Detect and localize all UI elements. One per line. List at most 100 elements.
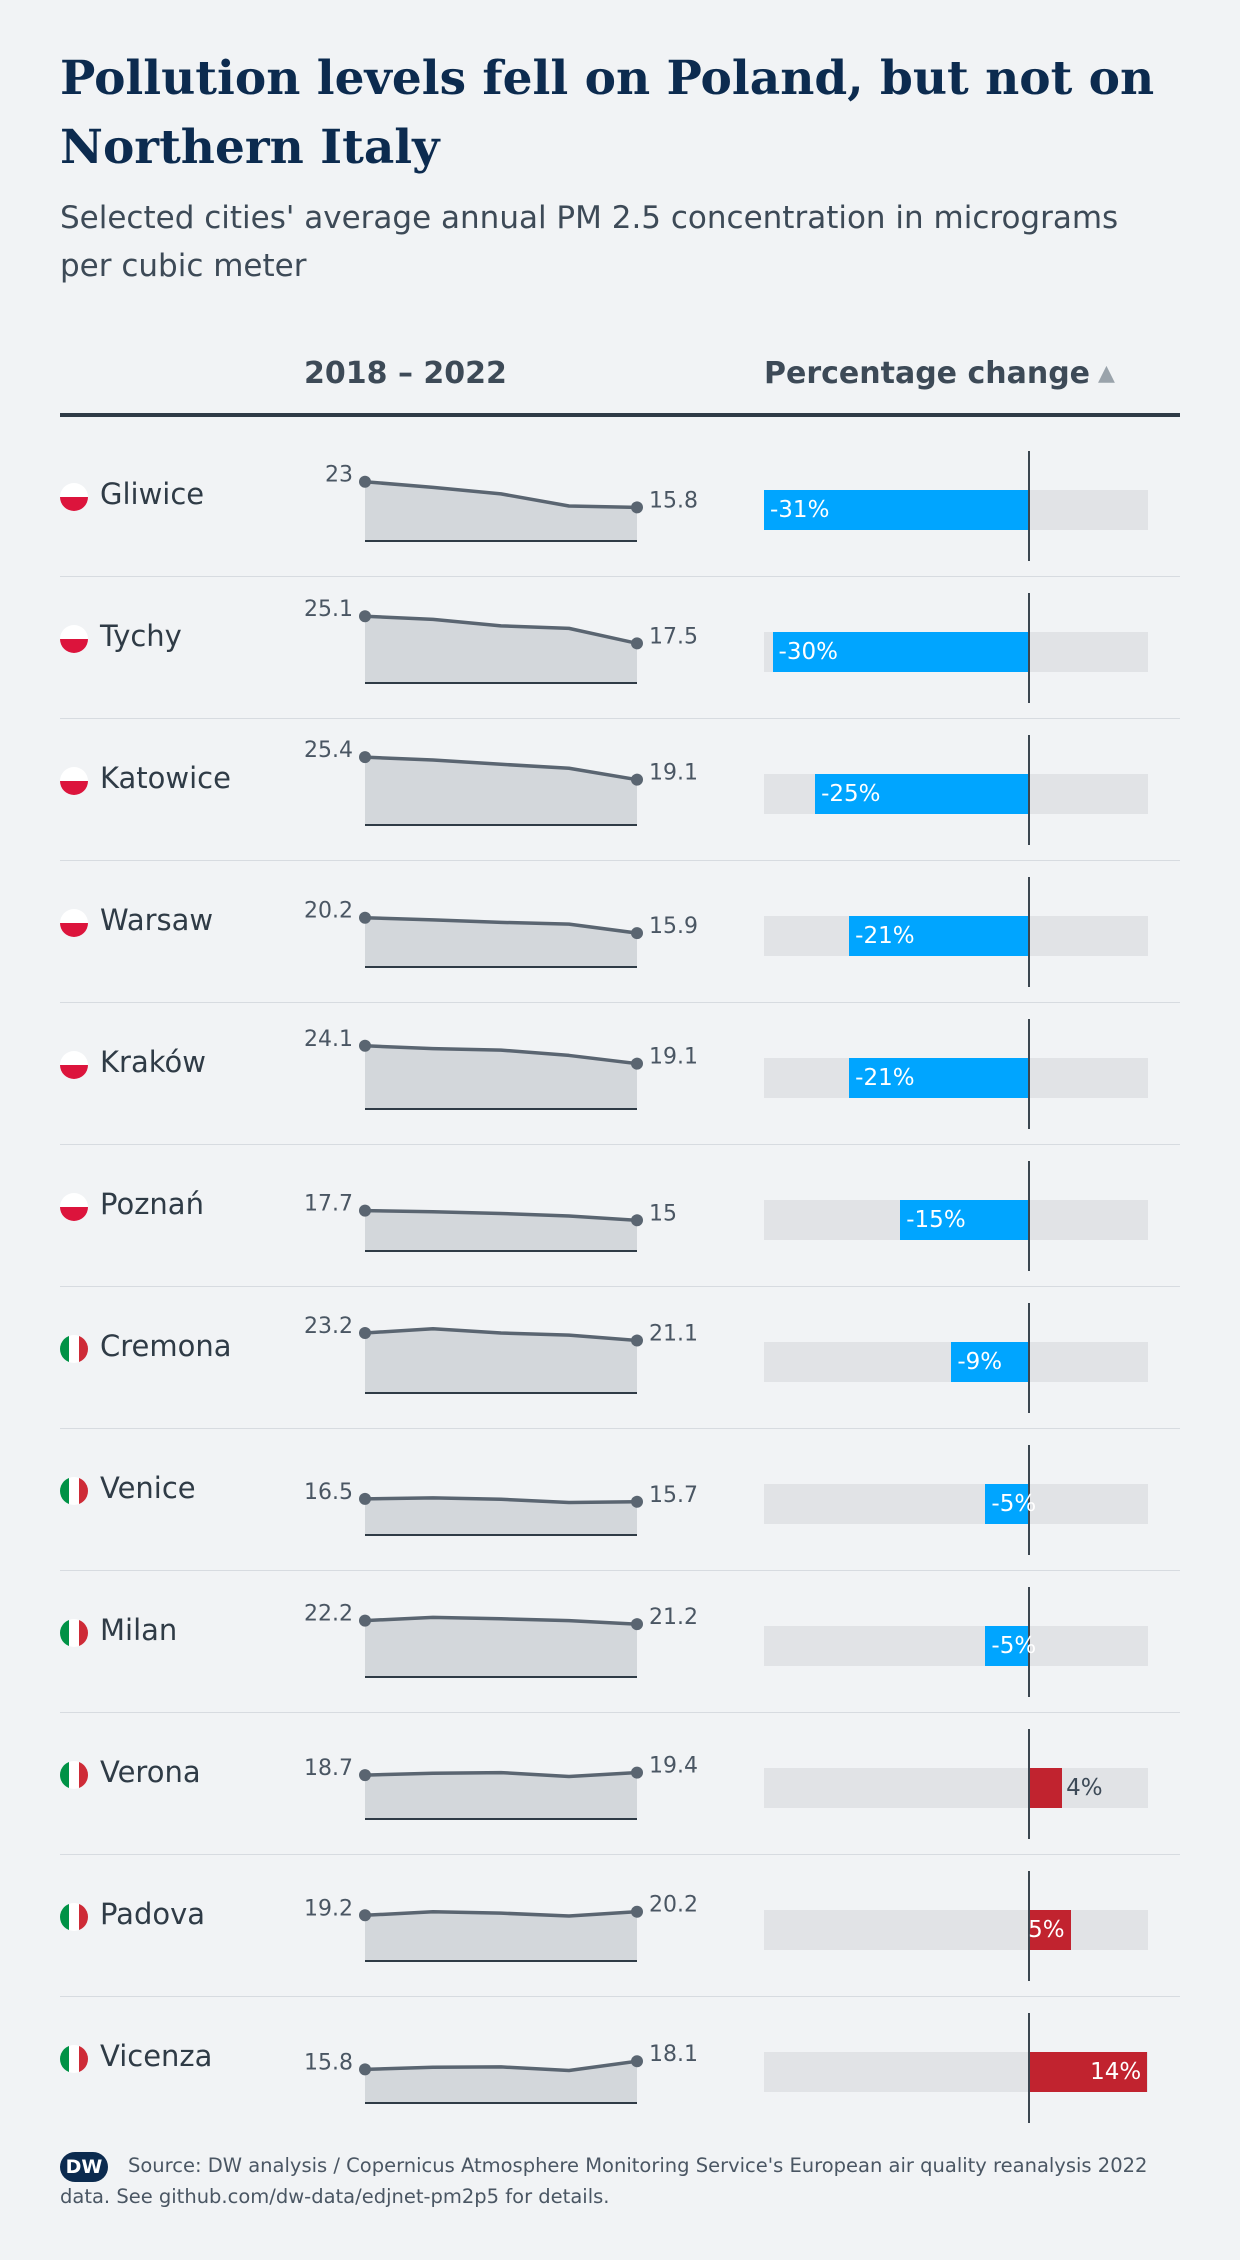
change-label: -31% <box>770 497 830 523</box>
city-name: Verona <box>100 1755 201 1789</box>
zero-line <box>1028 593 1030 703</box>
change-bar-track <box>764 1910 1148 1950</box>
change-label: 4% <box>1066 1775 1103 1801</box>
sparkline-start-point <box>359 751 371 764</box>
zero-line <box>1028 1871 1030 1981</box>
sparkline: 25.1 17.5 <box>304 597 698 684</box>
sparkline-line <box>364 614 638 646</box>
row-divider <box>60 1712 1180 1713</box>
sparkline-start-point <box>359 1492 371 1505</box>
city-row: Cremona 23.2 21.1 -9% <box>60 1287 1180 1429</box>
sparkline-area <box>365 917 637 967</box>
sparkline-start-point <box>359 1039 371 1052</box>
sparkline-area <box>365 1911 637 1961</box>
start-value-label: 18.7 <box>304 1756 353 1781</box>
city-name: Cremona <box>100 1329 232 1363</box>
sparkline: 16.5 15.7 <box>304 1480 698 1536</box>
change-bar <box>849 916 1028 956</box>
change-bar <box>1028 1910 1071 1950</box>
city-row: Verona 18.7 19.4 4% <box>60 1713 1180 1855</box>
sparkline-area <box>365 1045 637 1109</box>
sparkline-line <box>364 915 638 935</box>
sparkline-start-point <box>359 610 371 623</box>
city-row: Warsaw 20.2 15.9 -21% <box>60 861 1180 1003</box>
start-value-label: 17.7 <box>304 1192 353 1217</box>
end-value-label: 15 <box>649 1201 677 1226</box>
poland-flag-icon <box>60 483 88 511</box>
city-row: Katowice 25.4 19.1 -25% <box>60 719 1180 861</box>
city-row: Vicenza 15.8 18.1 14% <box>60 1997 1180 2139</box>
change-bar-track <box>764 1484 1148 1524</box>
start-value-label: 25.1 <box>304 597 353 622</box>
sparkline-line <box>364 1208 638 1223</box>
sparkline: 23 15.8 <box>325 463 698 542</box>
sparkline: 19.2 20.2 <box>304 1893 698 1962</box>
change-bar <box>900 1200 1028 1240</box>
end-value-label: 21.2 <box>649 1605 698 1630</box>
sparkline: 17.7 15 <box>304 1192 677 1252</box>
city-row: Kraków 24.1 19.1 -21% <box>60 1003 1180 1145</box>
change-bar <box>1028 1768 1063 1808</box>
sparkline-start-point <box>359 1769 371 1782</box>
sparkline-start-point <box>359 911 371 924</box>
sparkline-area <box>365 757 637 825</box>
sparkline-line <box>364 1770 638 1779</box>
source-note: Source: DW analysis / Copernicus Atmosph… <box>60 2154 1148 2208</box>
zero-line <box>1028 451 1030 561</box>
change-column-header[interactable]: Percentage change ▲ <box>764 356 1115 391</box>
city-name: Warsaw <box>100 903 214 937</box>
end-value-label: 19.4 <box>649 1754 698 1779</box>
row-divider <box>60 1570 1180 1571</box>
start-value-label: 23 <box>325 463 353 488</box>
start-value-label: 25.4 <box>304 738 353 763</box>
dw-logo: DW <box>60 2152 108 2182</box>
end-value-label: 15.9 <box>649 914 698 939</box>
city-name: Venice <box>100 1471 196 1505</box>
city-row: Milan 22.2 21.2 -5% <box>60 1571 1180 1713</box>
sparkline-area <box>365 1210 637 1251</box>
sparkline-area <box>365 1617 637 1677</box>
sparkline-end-point <box>631 1766 643 1779</box>
poland-flag-icon <box>60 625 88 653</box>
row-divider <box>60 1428 1180 1429</box>
start-value-label: 16.5 <box>304 1480 353 1505</box>
sparkline-end-point <box>631 501 643 514</box>
change-label: -21% <box>855 1065 915 1091</box>
sparkline-area <box>365 616 637 683</box>
sparkline-end-point <box>631 1618 643 1631</box>
end-value-label: 15.8 <box>649 488 698 513</box>
sparkline: 15.8 18.1 <box>304 2042 698 2104</box>
sparkline-line <box>364 2059 638 2073</box>
sparkline: 22.2 21.2 <box>304 1602 698 1678</box>
trend-column-label: 2018 – 2022 <box>304 356 507 391</box>
change-bar <box>764 490 1028 530</box>
sparkline-start-point <box>359 1204 371 1217</box>
italy-flag-icon <box>60 1619 88 1647</box>
end-value-label: 19.1 <box>649 761 698 786</box>
sparkline-line <box>364 1326 638 1343</box>
zero-line <box>1028 1303 1030 1413</box>
change-label: 14% <box>1090 2059 1142 2085</box>
sparkline: 20.2 15.9 <box>304 899 698 968</box>
row-divider <box>60 1144 1180 1145</box>
change-bar <box>849 1058 1028 1098</box>
chart-title: Pollution levels fell on Poland, but not… <box>60 51 1155 175</box>
city-name: Katowice <box>100 761 231 795</box>
change-label: 5% <box>1028 1917 1065 1943</box>
sort-ascending-icon[interactable]: ▲ <box>1098 361 1115 386</box>
sparkline-end-point <box>631 927 643 940</box>
sparkline-end-point <box>631 1334 643 1347</box>
sparkline-area <box>365 1328 637 1393</box>
poland-flag-icon <box>60 767 88 795</box>
city-row: Tychy 25.1 17.5 -30% <box>60 577 1180 719</box>
city-name: Tychy <box>100 619 182 653</box>
sparkline-line <box>364 755 638 782</box>
city-name: Milan <box>100 1613 178 1647</box>
end-value-label: 20.2 <box>649 1893 698 1918</box>
change-label: -9% <box>957 1349 1003 1375</box>
sparkline-line <box>364 1909 638 1918</box>
sparkline: 24.1 19.1 <box>304 1027 698 1110</box>
end-value-label: 15.7 <box>649 1483 698 1508</box>
change-bar <box>985 1626 1028 1666</box>
